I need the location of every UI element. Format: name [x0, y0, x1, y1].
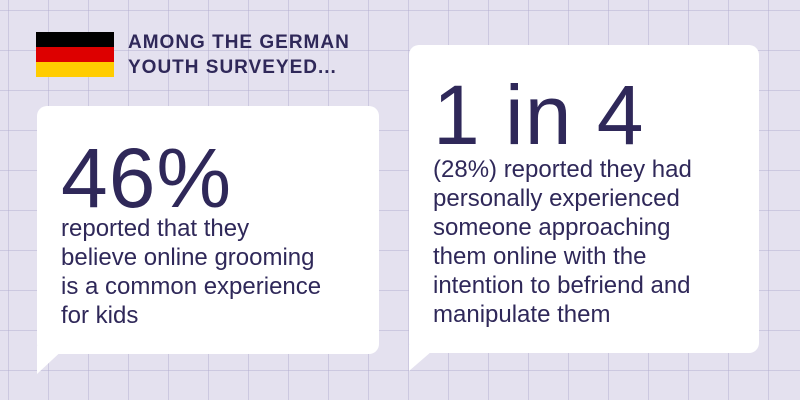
flag-red-stripe: [36, 47, 114, 62]
flag-gold-stripe: [36, 62, 114, 77]
description-line: someone approaching: [433, 214, 671, 241]
stat-value: 46%: [61, 131, 233, 225]
stat-description: reported that they believe online groomi…: [61, 214, 371, 330]
description-line: reported that they: [61, 215, 250, 242]
heading-line-2: YOUTH SURVEYED...: [128, 57, 337, 78]
heading-line-1: AMONG THE GERMAN: [128, 32, 350, 53]
speech-bubble-tail: [37, 346, 67, 374]
speech-bubble-tail: [409, 345, 439, 371]
heading: AMONG THE GERMAN YOUTH SURVEYED...: [128, 30, 388, 80]
flag-black-stripe: [36, 32, 114, 47]
stat-bubble-46-percent: 46% reported that they believe online gr…: [37, 106, 379, 374]
description-line: intention to befriend and: [433, 272, 691, 299]
description-line: believe online grooming: [61, 244, 315, 271]
description-line: is a common experience: [61, 273, 322, 300]
stat-value: 1 in 4: [433, 68, 645, 162]
german-flag-icon: [36, 32, 114, 77]
description-line: personally experienced: [433, 185, 680, 212]
description-line: manipulate them: [433, 301, 611, 328]
stat-description: (28%) reported they had personally exper…: [433, 155, 753, 329]
stat-bubble-1-in-4: 1 in 4 (28%) reported they had personall…: [409, 45, 759, 371]
description-line: (28%) reported they had: [433, 156, 692, 183]
description-line: for kids: [61, 302, 139, 329]
description-line: them online with the: [433, 243, 647, 270]
